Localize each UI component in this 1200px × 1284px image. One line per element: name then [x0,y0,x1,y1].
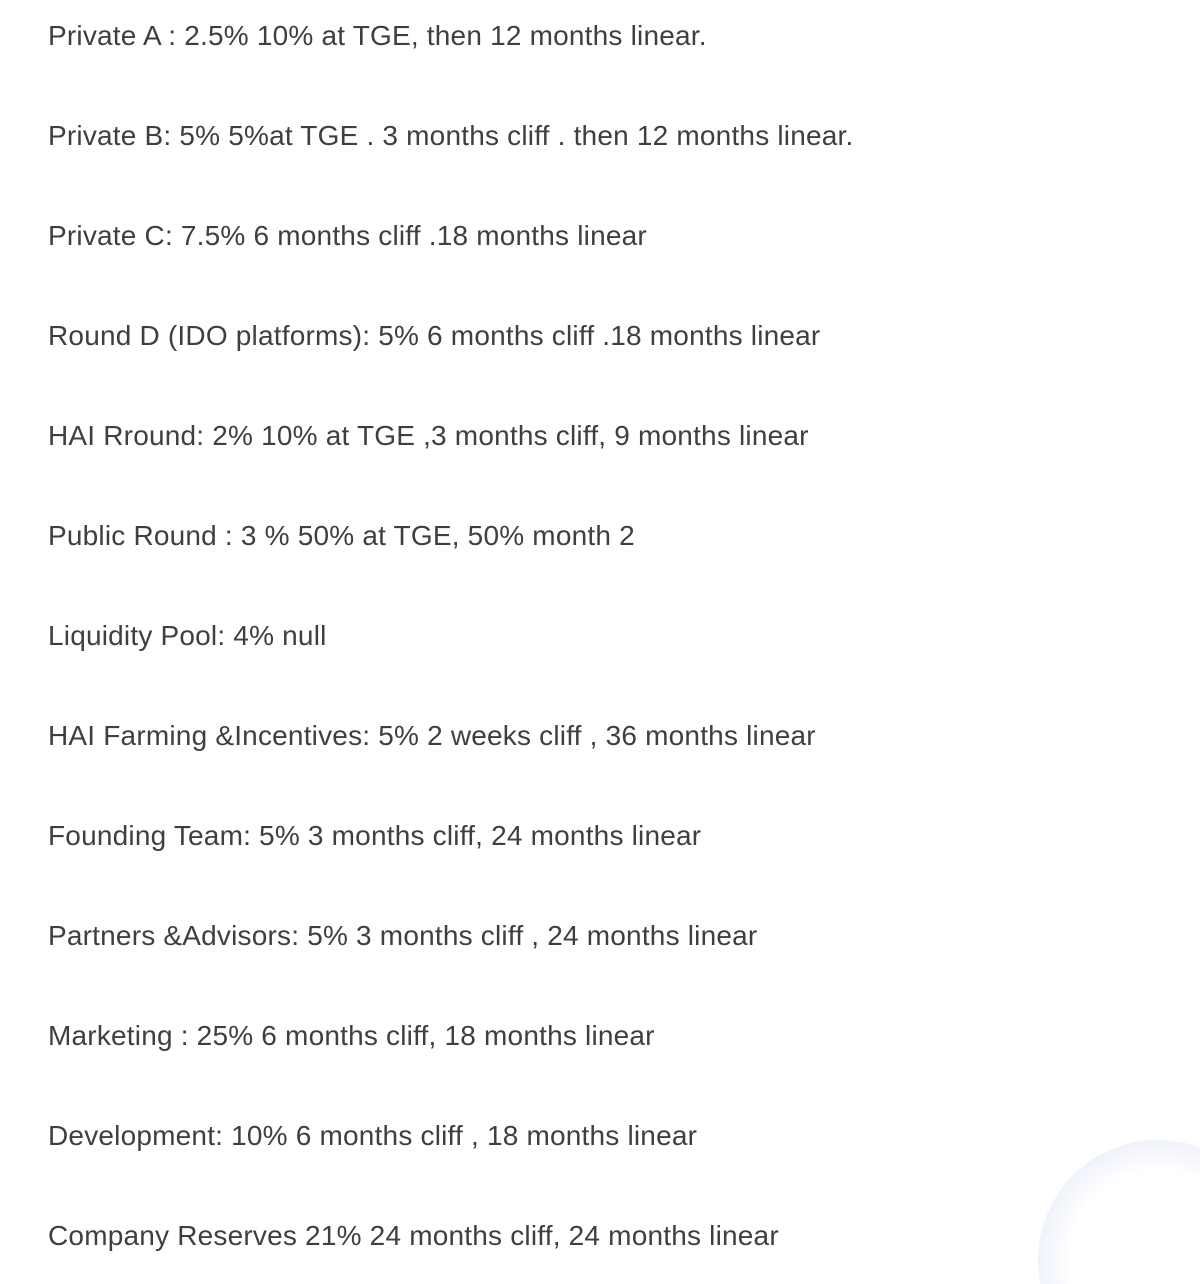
vesting-line-marketing: Marketing : 25% 6 months cliff, 18 month… [48,1020,655,1051]
vesting-line-liquidity-pool: Liquidity Pool: 4% null [48,620,327,651]
corner-glow-decoration [1038,1140,1200,1284]
vesting-line-private-b: Private B: 5% 5%at TGE . 3 months cliff … [48,120,854,151]
vesting-line-partners-advisors: Partners &Advisors: 5% 3 months cliff , … [48,920,758,951]
vesting-line-round-d: Round D (IDO platforms): 5% 6 months cli… [48,320,821,351]
vesting-line-company-reserves: Company Reserves 21% 24 months cliff, 24… [48,1220,779,1251]
vesting-line-public-round: Public Round : 3 % 50% at TGE, 50% month… [48,520,635,551]
vesting-line-founding-team: Founding Team: 5% 3 months cliff, 24 mon… [48,820,702,851]
vesting-line-hai-farming-incentives: HAI Farming &Incentives: 5% 2 weeks clif… [48,720,816,751]
vesting-line-development: Development: 10% 6 months cliff , 18 mon… [48,1120,698,1151]
vesting-line-hai-round: HAI Rround: 2% 10% at TGE ,3 months clif… [48,420,809,451]
vesting-line-private-a: Private A : 2.5% 10% at TGE, then 12 mon… [48,20,707,51]
vesting-line-private-c: Private C: 7.5% 6 months cliff .18 month… [48,220,647,251]
